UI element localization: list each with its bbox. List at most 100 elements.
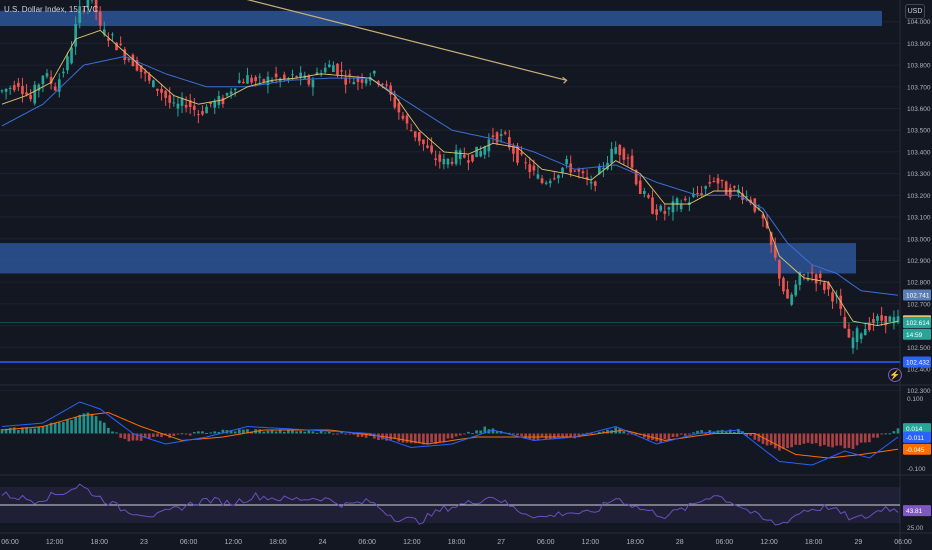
candle-body: [397, 102, 401, 113]
macd-histogram-bar: [389, 433, 393, 440]
candle-body: [614, 147, 618, 154]
macd-histogram-bar: [282, 431, 286, 434]
macd-histogram-bar: [868, 433, 871, 443]
candle-body: [364, 79, 368, 84]
time-tick-label: 18:00: [626, 539, 644, 546]
price-tick-label: 103.500: [907, 128, 931, 135]
macd-histogram-bar: [229, 430, 233, 434]
macd-histogram-bar: [344, 433, 348, 435]
candle-body: [512, 145, 515, 154]
candle-body: [164, 90, 167, 98]
currency-button[interactable]: USD: [905, 4, 925, 19]
macd-histogram-bar: [438, 433, 442, 443]
candle-body: [499, 134, 503, 136]
macd-histogram-bar: [348, 433, 352, 435]
macd-histogram-bar: [622, 431, 626, 434]
candle-body: [192, 105, 196, 110]
candle-body: [352, 82, 356, 85]
macd-histogram-bar: [17, 430, 20, 434]
candle-body: [78, 6, 82, 23]
macd-histogram-bar: [311, 431, 315, 434]
macd-histogram-bar: [773, 433, 777, 449]
price-tag-2-bg: [903, 317, 931, 329]
macd-histogram-bar: [827, 433, 830, 447]
candle-body: [892, 316, 896, 324]
candle-body: [8, 87, 12, 89]
price-tick-label: 103.700: [907, 84, 931, 91]
candle-body: [413, 131, 417, 138]
macd-histogram-bar: [577, 433, 581, 438]
candle-body: [356, 78, 360, 82]
candle-body: [872, 318, 875, 323]
lightning-bolt-icon[interactable]: ⚡: [888, 368, 902, 382]
candle-body: [102, 29, 106, 35]
candle-body: [0, 90, 4, 92]
candle-body: [229, 91, 233, 95]
macd-histogram-bar: [270, 429, 274, 434]
price-tick-label: 104.000: [907, 19, 931, 26]
time-tick-label: 27: [497, 539, 505, 546]
macd-histogram-bar: [152, 433, 155, 437]
macd-histogram-bar: [332, 433, 335, 435]
candle-body: [581, 171, 585, 174]
candle-body: [565, 159, 568, 165]
candle-body: [156, 88, 159, 91]
candle-body: [896, 316, 900, 323]
macd-histogram-bar: [413, 433, 417, 444]
macd-histogram-bar: [168, 433, 172, 438]
macd-histogram-bar: [62, 422, 65, 434]
candle-body: [876, 316, 879, 321]
macd-histogram-bar: [409, 433, 413, 444]
candle-body: [888, 316, 892, 322]
macd-histogram-bar: [859, 433, 863, 443]
macd-histogram-bar: [524, 433, 528, 439]
macd-histogram-bar: [876, 433, 879, 438]
price-tick-label: 102.400: [907, 366, 931, 373]
candle-body: [401, 115, 405, 119]
time-tick-label: 06:00: [894, 539, 912, 546]
macd-histogram-bar: [585, 432, 589, 434]
macd-histogram-bar: [287, 429, 290, 434]
time-tick-label: 06:00: [358, 539, 376, 546]
macd-histogram-bar: [37, 426, 41, 434]
candle-body: [626, 157, 630, 159]
candle-body: [225, 93, 229, 96]
candle-body: [675, 198, 679, 205]
price-tick-label: 103.600: [907, 106, 931, 113]
candle-body: [262, 79, 266, 83]
macd-histogram-bar: [847, 433, 851, 448]
macd-histogram-bar: [430, 433, 433, 443]
time-tick-label: 12:00: [582, 539, 600, 546]
candle-body: [180, 97, 184, 106]
candle-body: [291, 74, 294, 76]
macd-histogram-bar: [462, 433, 466, 435]
macd-histogram-bar: [479, 430, 483, 434]
candle-body: [503, 132, 507, 134]
macd-histogram-bar: [872, 433, 875, 438]
candle-body: [724, 181, 728, 196]
time-tick-label: 18:00: [805, 539, 823, 546]
macd-histogram-bar: [237, 429, 241, 434]
macd-histogram-bar: [156, 433, 159, 437]
candle-body: [332, 65, 335, 72]
macd-histogram-bar: [851, 433, 855, 450]
candle-body: [655, 209, 658, 215]
candle-body: [634, 170, 638, 185]
candle-body: [172, 102, 176, 104]
candle-body: [29, 94, 32, 100]
candle-body: [242, 82, 245, 84]
candle-body: [863, 329, 867, 336]
candle-body: [57, 79, 61, 92]
candle-body: [442, 158, 446, 165]
candle-body: [98, 11, 102, 26]
candle-body: [495, 132, 499, 143]
price-tick-label: 103.000: [907, 236, 931, 243]
macd-histogram-bar: [843, 433, 847, 449]
macd-histogram-bar: [176, 433, 180, 435]
candle-body: [41, 75, 45, 85]
candle-body: [323, 67, 327, 73]
macd-histogram-bar: [442, 433, 446, 443]
candle-body: [651, 197, 654, 214]
candle-body: [426, 145, 429, 148]
